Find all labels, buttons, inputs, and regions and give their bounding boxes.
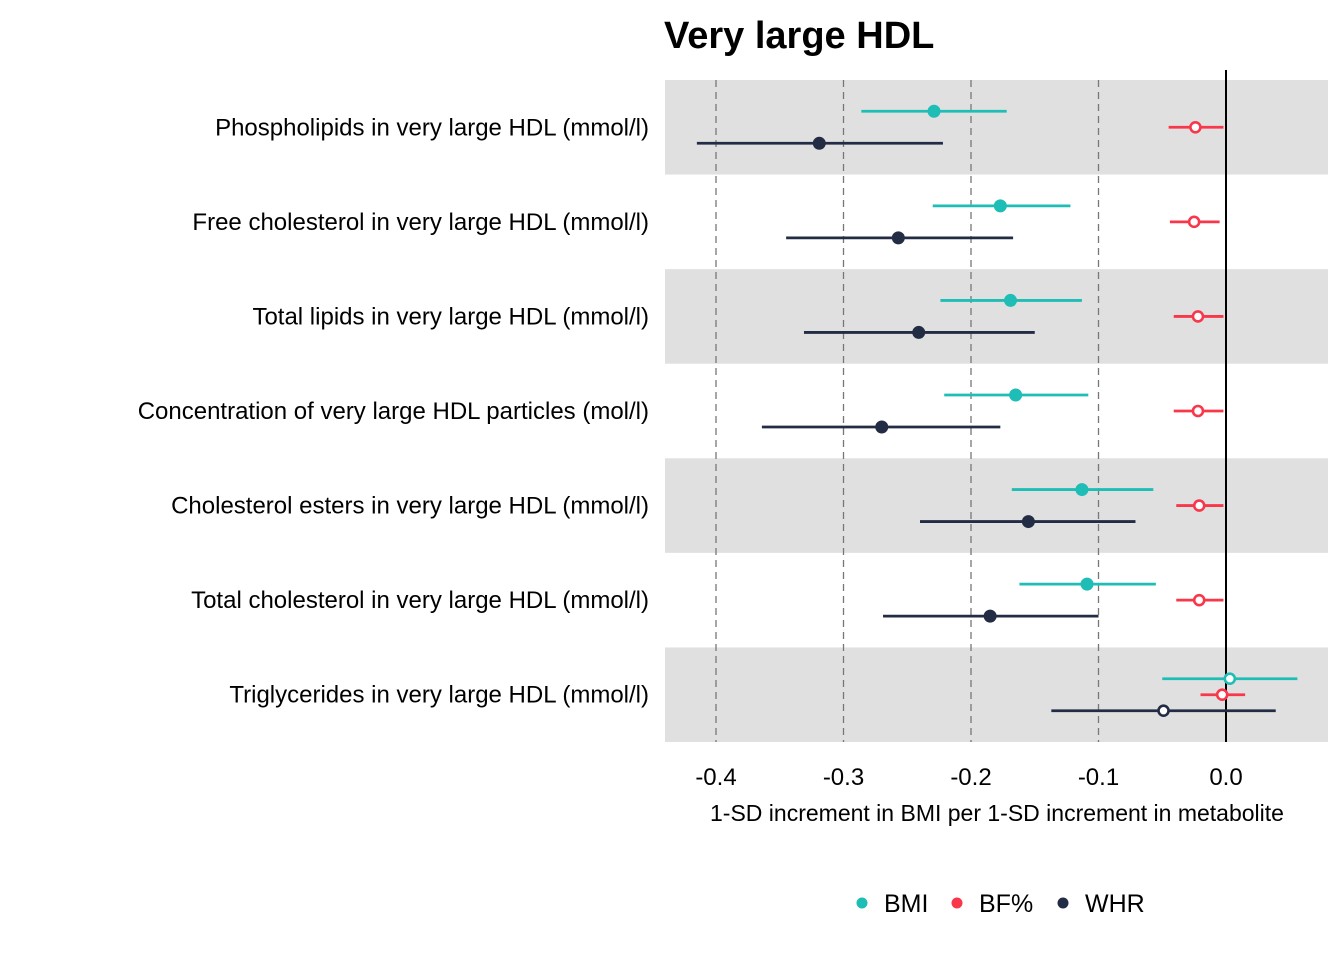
x-axis-ticks: -0.4 -0.3 -0.2 -0.1 0.0 [695,764,1242,791]
point-whr [1157,704,1170,718]
row-bands [665,80,1328,742]
point-bfpct [1215,688,1229,702]
point-whr [891,231,905,245]
legend-swatch [951,897,963,909]
point-bfpct [1187,215,1201,229]
point-bfpct [1189,120,1202,134]
row-label: Concentration of very large HDL particle… [138,398,649,425]
row-band [665,269,1328,364]
point-bfpct [1191,404,1205,418]
legend-label: BF% [979,890,1033,918]
x-tick-label: 0.0 [1209,764,1242,791]
point-bmi [1004,293,1018,307]
point-bfpct [1191,310,1205,323]
point-bmi [1075,483,1089,497]
row-band [665,80,1328,175]
legend-swatch [1057,897,1069,909]
point-bmi [1009,388,1023,402]
x-tick-label: -0.1 [1078,764,1119,791]
point-whr [812,136,826,150]
point-bmi [993,199,1007,213]
point-bmi [1223,672,1237,686]
row-label: Triglycerides in very large HDL (mmol/l) [229,682,649,709]
chart-title: Very large HDL [664,15,934,57]
row-label: Free cholesterol in very large HDL (mmol… [192,209,649,236]
plot-marks [696,104,1298,718]
row-label: Phospholipids in very large HDL (mmol/l) [215,114,649,141]
legend-item-bmi: BMI [856,890,928,918]
x-tick-label: -0.3 [823,764,864,791]
point-bmi [927,104,941,118]
gridlines [715,70,1227,742]
row-label: Cholesterol esters in very large HDL (mm… [171,493,649,520]
point-whr [1021,515,1035,529]
x-axis-label: 1-SD increment in BMI per 1-SD increment… [710,800,1284,826]
x-tick-label: -0.2 [950,764,991,791]
point-bfpct [1192,593,1206,607]
point-whr [912,325,926,339]
legend-item-bfpct: BF% [951,890,1033,918]
legend-label: BMI [884,890,928,918]
point-whr [983,609,997,623]
legend-label: WHR [1085,890,1145,918]
row-labels: Phospholipids in very large HDL (mmol/l)… [138,114,649,708]
x-tick-label: -0.4 [695,764,736,791]
legend: BMI BF% WHR [856,890,1145,918]
row-band [665,458,1328,553]
point-bmi [1080,577,1094,591]
row-label: Total lipids in very large HDL (mmol/l) [252,303,649,330]
legend-item-whr: WHR [1057,890,1145,918]
point-whr [875,420,889,434]
legend-swatch [856,897,868,909]
point-bfpct [1192,499,1206,512]
row-label: Total cholesterol in very large HDL (mmo… [191,587,649,614]
